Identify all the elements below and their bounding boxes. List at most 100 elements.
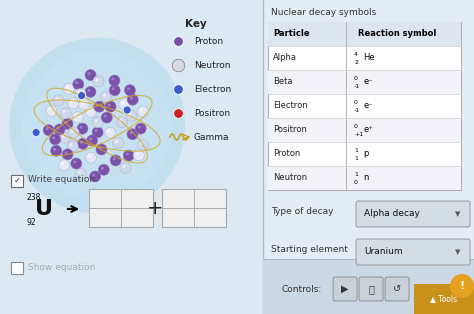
Circle shape xyxy=(450,274,474,298)
Circle shape xyxy=(61,162,64,165)
Circle shape xyxy=(137,106,148,117)
Circle shape xyxy=(88,154,91,158)
Text: Neutron: Neutron xyxy=(194,61,230,69)
Text: 4: 4 xyxy=(354,51,358,57)
Circle shape xyxy=(77,91,81,94)
Text: ▼: ▼ xyxy=(456,211,461,217)
Text: -1: -1 xyxy=(354,109,360,113)
Circle shape xyxy=(123,150,134,161)
Circle shape xyxy=(129,131,133,134)
Circle shape xyxy=(137,140,148,151)
Circle shape xyxy=(56,127,60,129)
Circle shape xyxy=(22,51,172,201)
Circle shape xyxy=(119,119,122,122)
Circle shape xyxy=(105,127,116,138)
Text: 0: 0 xyxy=(354,75,358,80)
Text: ▼: ▼ xyxy=(456,249,461,255)
Circle shape xyxy=(88,72,91,75)
Text: p: p xyxy=(363,149,368,159)
Circle shape xyxy=(46,127,49,130)
Circle shape xyxy=(67,141,78,152)
Text: Type of decay: Type of decay xyxy=(271,207,334,215)
Text: 0: 0 xyxy=(354,100,358,105)
Circle shape xyxy=(64,83,74,94)
Text: 1: 1 xyxy=(354,156,358,161)
Circle shape xyxy=(80,141,83,144)
Circle shape xyxy=(109,75,120,86)
Circle shape xyxy=(93,76,104,87)
Circle shape xyxy=(126,153,129,155)
Text: Beta: Beta xyxy=(273,78,292,86)
Circle shape xyxy=(80,126,82,129)
Circle shape xyxy=(73,79,84,90)
Text: +: + xyxy=(147,199,163,219)
Circle shape xyxy=(103,94,106,97)
FancyBboxPatch shape xyxy=(333,277,357,301)
Text: Neutron: Neutron xyxy=(273,174,307,182)
Circle shape xyxy=(122,165,126,168)
Circle shape xyxy=(59,132,70,143)
Circle shape xyxy=(94,101,105,112)
Circle shape xyxy=(85,106,97,117)
Circle shape xyxy=(125,85,136,96)
Circle shape xyxy=(55,97,58,100)
FancyBboxPatch shape xyxy=(89,189,153,227)
Text: +1: +1 xyxy=(354,133,363,138)
Circle shape xyxy=(70,100,73,103)
Circle shape xyxy=(71,158,82,169)
Text: 1: 1 xyxy=(354,171,358,176)
Circle shape xyxy=(109,85,120,96)
Circle shape xyxy=(72,112,83,123)
FancyBboxPatch shape xyxy=(268,70,461,94)
Circle shape xyxy=(77,123,88,134)
Circle shape xyxy=(111,78,115,81)
Text: Particle: Particle xyxy=(273,30,310,39)
Circle shape xyxy=(63,110,65,113)
Text: Nuclear decay symbols: Nuclear decay symbols xyxy=(271,8,376,17)
Circle shape xyxy=(138,126,141,128)
Circle shape xyxy=(62,118,73,129)
Circle shape xyxy=(112,87,115,90)
Circle shape xyxy=(87,89,91,92)
Text: 0: 0 xyxy=(354,181,358,186)
Circle shape xyxy=(123,106,131,114)
Circle shape xyxy=(136,152,139,155)
Circle shape xyxy=(113,157,116,160)
FancyBboxPatch shape xyxy=(268,22,461,190)
Circle shape xyxy=(85,86,96,97)
Circle shape xyxy=(110,155,121,166)
Text: Reaction symbol: Reaction symbol xyxy=(358,30,437,39)
Text: n: n xyxy=(363,174,368,182)
Circle shape xyxy=(119,99,130,110)
Circle shape xyxy=(101,112,112,123)
Circle shape xyxy=(68,98,79,109)
Text: e⁻: e⁻ xyxy=(363,101,373,111)
FancyBboxPatch shape xyxy=(11,262,24,273)
Circle shape xyxy=(112,137,124,148)
Text: ⏸: ⏸ xyxy=(368,284,374,294)
Text: U: U xyxy=(35,199,53,219)
Circle shape xyxy=(75,168,86,179)
Circle shape xyxy=(85,70,96,81)
Circle shape xyxy=(60,108,71,119)
Circle shape xyxy=(126,111,137,122)
Circle shape xyxy=(87,135,98,146)
Text: He: He xyxy=(363,53,374,62)
Text: ▲ Tools: ▲ Tools xyxy=(430,295,457,304)
Circle shape xyxy=(46,105,57,116)
FancyBboxPatch shape xyxy=(268,166,461,190)
Text: Key: Key xyxy=(185,19,207,29)
Circle shape xyxy=(104,115,107,117)
Circle shape xyxy=(127,129,138,140)
Circle shape xyxy=(121,101,124,104)
Circle shape xyxy=(115,140,118,143)
Circle shape xyxy=(120,162,131,173)
Circle shape xyxy=(140,142,143,145)
Circle shape xyxy=(75,81,78,84)
Circle shape xyxy=(58,160,70,171)
Circle shape xyxy=(64,121,67,124)
Text: 238: 238 xyxy=(27,193,41,202)
Text: 92: 92 xyxy=(27,218,36,227)
Circle shape xyxy=(117,116,128,127)
Circle shape xyxy=(101,167,104,170)
